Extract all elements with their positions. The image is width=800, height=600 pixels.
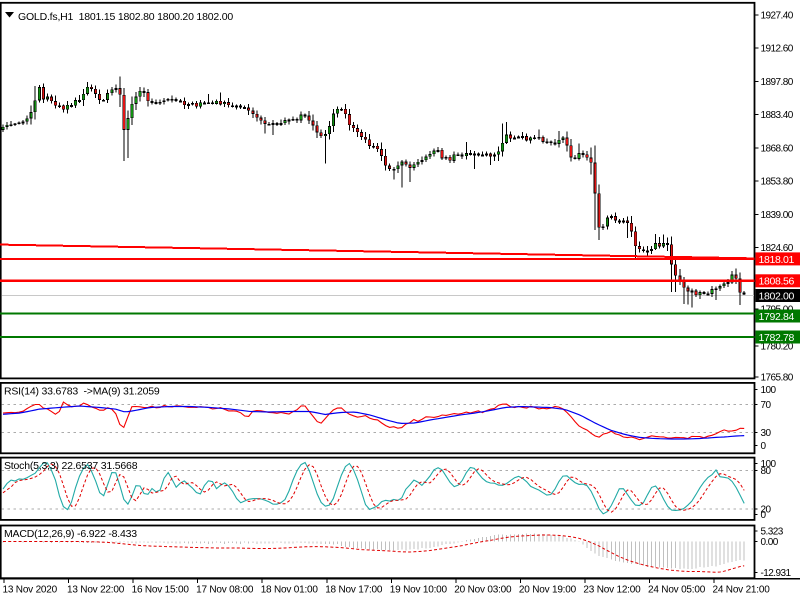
- svg-text:19 Nov 10:00: 19 Nov 10:00: [390, 585, 448, 596]
- svg-text:24 Nov 05:00: 24 Nov 05:00: [648, 585, 706, 596]
- svg-text:1802.00: 1802.00: [759, 290, 795, 302]
- svg-text:1883.40: 1883.40: [761, 110, 794, 121]
- svg-text:20 Nov 19:00: 20 Nov 19:00: [519, 585, 577, 596]
- svg-text:1853.80: 1853.80: [761, 177, 794, 188]
- svg-text:1897.80: 1897.80: [761, 77, 794, 88]
- svg-text:1868.60: 1868.60: [761, 144, 794, 155]
- svg-text:24 Nov 21:00: 24 Nov 21:00: [713, 585, 771, 596]
- svg-text:13 Nov 2020: 13 Nov 2020: [3, 585, 58, 596]
- svg-text:20: 20: [761, 504, 772, 515]
- svg-text:20 Nov 03:00: 20 Nov 03:00: [454, 585, 512, 596]
- svg-text:18 Nov 01:00: 18 Nov 01:00: [261, 585, 319, 596]
- svg-text:70: 70: [761, 400, 772, 411]
- svg-text:16 Nov 15:00: 16 Nov 15:00: [132, 585, 190, 596]
- svg-text:30: 30: [761, 428, 772, 439]
- svg-text:100: 100: [761, 385, 777, 396]
- svg-text:18 Nov 17:00: 18 Nov 17:00: [325, 585, 383, 596]
- svg-text:MACD(12,26,9) -6.922 -8.433: MACD(12,26,9) -6.922 -8.433: [4, 528, 137, 540]
- svg-text:1818.01: 1818.01: [759, 254, 795, 266]
- svg-text:1782.78: 1782.78: [759, 332, 795, 344]
- svg-text:1792.84: 1792.84: [759, 311, 795, 323]
- svg-text:5.323: 5.323: [761, 526, 784, 537]
- svg-text:1765.80: 1765.80: [761, 373, 794, 384]
- svg-text:23 Nov 12:00: 23 Nov 12:00: [583, 585, 641, 596]
- svg-text:GOLD.fs,H1 1801.15 1802.80 18: GOLD.fs,H1 1801.15 1802.80 1800.20 1802.…: [18, 11, 233, 23]
- svg-text:1780.20: 1780.20: [761, 342, 794, 353]
- svg-text:RSI(14) 33.6783 ->MA(9) 31.20: RSI(14) 33.6783 ->MA(9) 31.2059: [4, 386, 160, 398]
- svg-text:0: 0: [761, 441, 767, 452]
- svg-text:80: 80: [761, 466, 772, 477]
- svg-text:1839.00: 1839.00: [761, 210, 794, 221]
- svg-text:1912.60: 1912.60: [761, 44, 794, 55]
- svg-text:13 Nov 22:00: 13 Nov 22:00: [67, 585, 125, 596]
- svg-text:100: 100: [761, 459, 777, 470]
- svg-text:Stoch(5,3,3) 22.6537 31.5668: Stoch(5,3,3) 22.6537 31.5668: [4, 460, 138, 472]
- svg-text:-12.931: -12.931: [761, 568, 792, 579]
- svg-text:0: 0: [761, 510, 767, 521]
- svg-text:17 Nov 08:00: 17 Nov 08:00: [196, 585, 254, 596]
- svg-text:0.00: 0.00: [761, 537, 779, 548]
- svg-text:1927.40: 1927.40: [761, 11, 794, 22]
- svg-text:1824.60: 1824.60: [761, 243, 794, 254]
- svg-text:1808.56: 1808.56: [759, 276, 795, 288]
